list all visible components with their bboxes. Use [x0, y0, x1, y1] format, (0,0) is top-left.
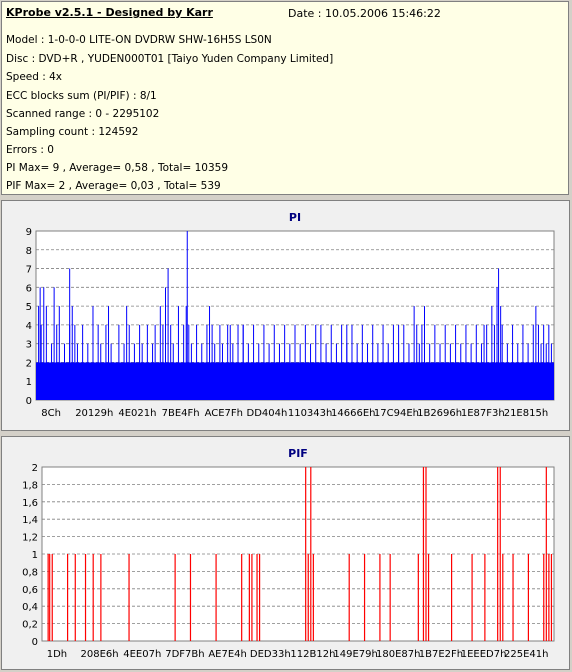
pif-x-tick-label: 7DF7Bh	[165, 649, 204, 660]
scan-date: Date : 10.05.2006 15:46:22	[288, 7, 441, 20]
pi-chart: PI 0 1 2 3 4 5 6 7 8 9 8Ch 20129h 4E021h 7BE4Fh ACE7Fh D…	[26, 211, 555, 419]
pi-x-tick-label: 7BE4Fh	[162, 408, 200, 419]
pi-x-tick-label: 8Ch	[41, 408, 61, 419]
pi-x-tick-label: 20129h	[75, 408, 113, 419]
info-model: Model : 1-0-0-0 LITE-ON DVDRW SHW-16H5S …	[6, 34, 272, 46]
info-range: Scanned range : 0 - 2295102	[6, 108, 160, 120]
pi-chart-panel: PI 0 1 2 3 4 5 6 7 8 9 8Ch 20129h 4E021h 7BE4Fh ACE7Fh D…	[1, 200, 570, 431]
pi-x-tick-label: 17C94Eh	[374, 408, 419, 419]
info-disc: Disc : DVD+R , YUDEN000T01 [Taiyo Yuden …	[6, 53, 334, 65]
info-sampling: Sampling count : 124592	[6, 126, 139, 138]
pi-x-tick-label: DD404h	[247, 408, 288, 419]
pi-x-tick-label: 14666Eh	[331, 408, 375, 419]
pi-title: PI	[289, 211, 301, 224]
pif-chart: PIF 0 0,2 0,4 0,6 0,8 1 1,2 1,4 1,6 1,8 2 1Dh 208E6h 4…	[22, 447, 555, 660]
pif-y-tick-label: 1,6	[22, 498, 38, 509]
pif-y-tick-label: 2	[32, 463, 38, 474]
pif-x-tick-label: 208E6h	[81, 649, 119, 660]
pif-y-tick-label: 0,2	[22, 620, 38, 631]
info-panel: KProbe v2.5.1 - Designed by Karr Date : …	[1, 1, 569, 195]
info-ecc: ECC blocks sum (PI/PIF) : 8/1	[6, 90, 157, 102]
pif-x-tick-label: 180E87h	[376, 649, 420, 660]
info-errors: Errors : 0	[6, 144, 54, 156]
pif-y-tick-label: 1,8	[22, 480, 38, 491]
pi-x-tick-label: ACE7Fh	[205, 408, 243, 419]
pi-y-tick-label: 2	[26, 358, 32, 369]
pif-x-tick-label: 1EEED7h	[461, 649, 507, 660]
pif-y-tick-label: 0,4	[22, 602, 38, 613]
pi-y-tick-label: 5	[26, 302, 32, 313]
pi-y-tick-label: 3	[26, 340, 32, 351]
pi-x-tick-label: 1E87F3h	[461, 408, 505, 419]
pif-x-tick-label: DED33h	[250, 649, 291, 660]
pif-x-tick-label: 1Dh	[47, 649, 67, 660]
pi-y-tick-label: 1	[26, 377, 32, 388]
info-pi: PI Max= 9 , Average= 0,58 , Total= 10359	[6, 162, 229, 174]
info-pif: PIF Max= 2 , Average= 0,03 , Total= 539	[6, 180, 221, 192]
pi-y-tick-label: 0	[26, 396, 32, 407]
pi-x-tick-label: 21E815h	[504, 408, 548, 419]
pif-y-tick-label: 1	[32, 550, 38, 561]
pif-y-tick-label: 0,6	[22, 585, 38, 596]
pi-y-tick-label: 4	[26, 321, 32, 332]
pif-x-tick-label: 149E79h	[333, 649, 377, 660]
pif-y-tick-label: 0,8	[22, 567, 38, 578]
pif-y-tick-label: 1,4	[22, 515, 38, 526]
pif-x-tick-label: 225E41h	[504, 649, 548, 660]
pif-y-tick-label: 0	[32, 637, 38, 648]
pi-x-tick-label: 4E021h	[118, 408, 156, 419]
pi-x-tick-label: 1B2696h	[417, 408, 462, 419]
pi-y-tick-label: 9	[26, 227, 32, 238]
pif-title: PIF	[288, 447, 308, 460]
info-speed: Speed : 4x	[6, 71, 63, 83]
pi-y-tick-label: 7	[26, 265, 32, 276]
pif-chart-panel: PIF 0 0,2 0,4 0,6 0,8 1 1,2 1,4 1,6 1,8 2 1Dh 208E6h 4…	[1, 436, 570, 670]
pi-x-tick-label: 110343h	[288, 408, 333, 419]
pif-y-tick-label: 1,2	[22, 533, 38, 544]
pi-y-tick-label: 8	[26, 246, 32, 257]
pif-x-tick-label: 1B7E2Fh	[419, 649, 463, 660]
pif-x-tick-label: 112B12h	[290, 649, 335, 660]
pif-x-tick-label: AE7E4h	[208, 649, 247, 660]
app-title: KProbe v2.5.1 - Designed by Karr	[6, 6, 213, 19]
pi-y-tick-label: 6	[26, 283, 32, 294]
pif-x-tick-label: 4EE07h	[123, 649, 161, 660]
